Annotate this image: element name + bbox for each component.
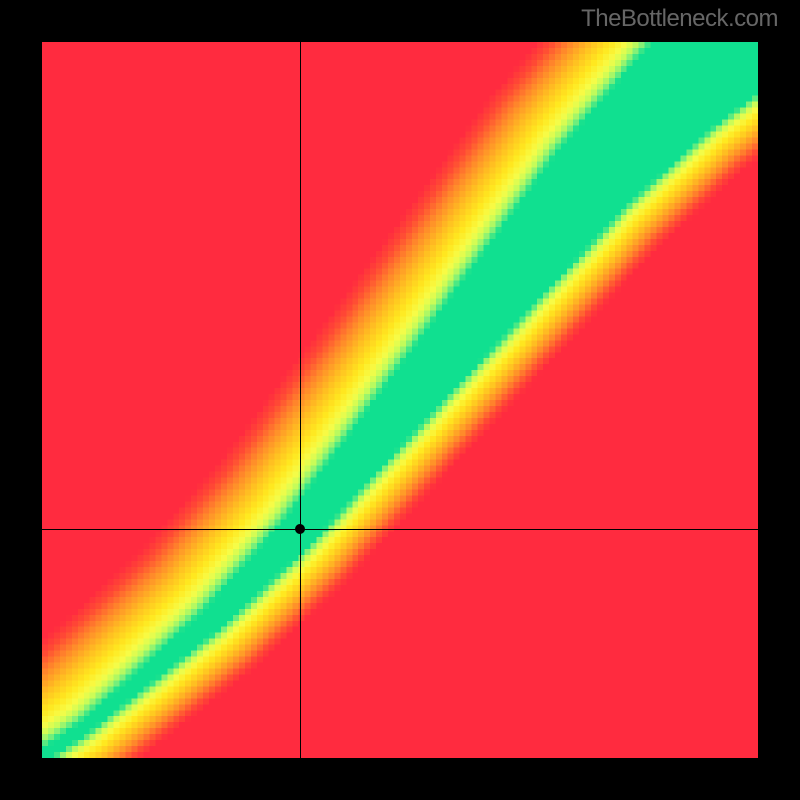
crosshair-marker: [295, 524, 305, 534]
crosshair-vertical: [300, 42, 301, 758]
chart-container: TheBottleneck.com: [0, 0, 800, 800]
watermark-text: TheBottleneck.com: [581, 5, 778, 33]
crosshair-horizontal: [42, 529, 758, 530]
heatmap-canvas: [42, 42, 758, 758]
plot-area: [42, 42, 758, 758]
